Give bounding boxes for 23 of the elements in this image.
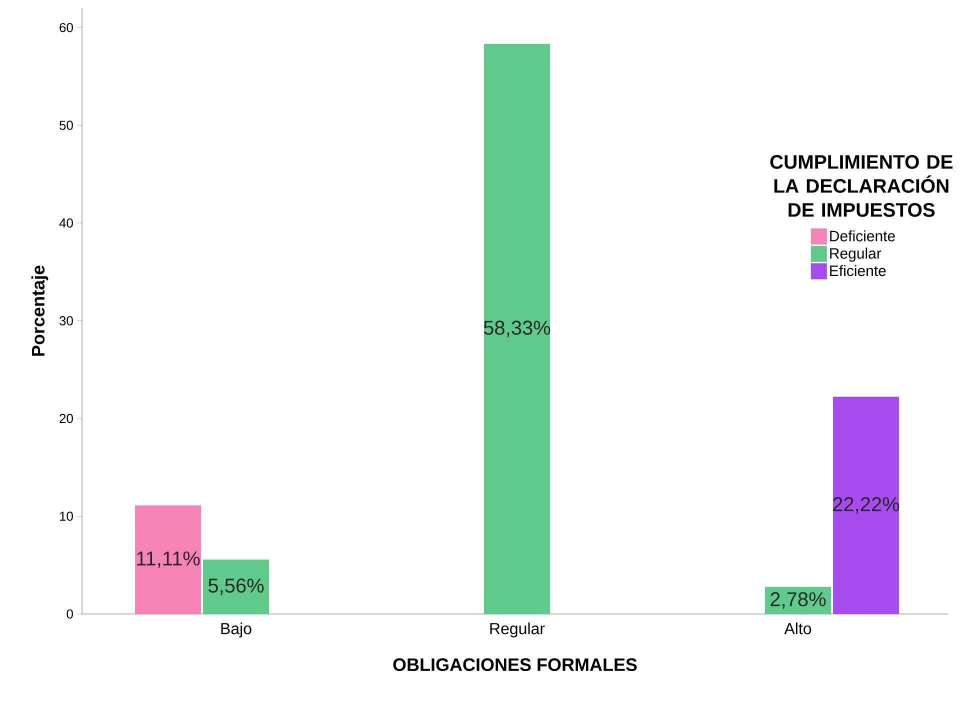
y-tick-label: 40 <box>59 218 73 228</box>
legend-label: Regular <box>830 248 882 262</box>
y-tick-label: 50 <box>60 120 73 130</box>
x-tick-label: Bajo <box>221 622 252 638</box>
y-tick-label: 20 <box>60 414 73 424</box>
bar <box>484 44 550 614</box>
bar <box>833 396 899 614</box>
x-tick-label: Regular <box>490 622 545 638</box>
bar <box>135 505 202 614</box>
y-tick-label: 30 <box>60 316 73 326</box>
data-label: 5,56% <box>208 578 264 596</box>
x-axis-title: OBLIGACIONES FORMALES <box>393 658 637 672</box>
data-label: 11,11% <box>137 551 200 568</box>
data-label: 2,78% <box>770 592 826 609</box>
x-tick-label: Alto <box>784 622 812 634</box>
y-tick-label: 10 <box>60 512 73 521</box>
bar <box>203 560 270 614</box>
legend-label: Eficiente <box>830 265 886 276</box>
y-tick-label: 60 <box>60 22 73 32</box>
y-tick-label: 0 <box>66 609 73 619</box>
legend-label: Deficiente <box>830 230 895 242</box>
legend-title: CUMPLIMIENTO DE LA DECLARACIÓN DE IMPUESTOS <box>770 155 953 217</box>
y-axis-title: Porcentaje <box>31 266 48 356</box>
